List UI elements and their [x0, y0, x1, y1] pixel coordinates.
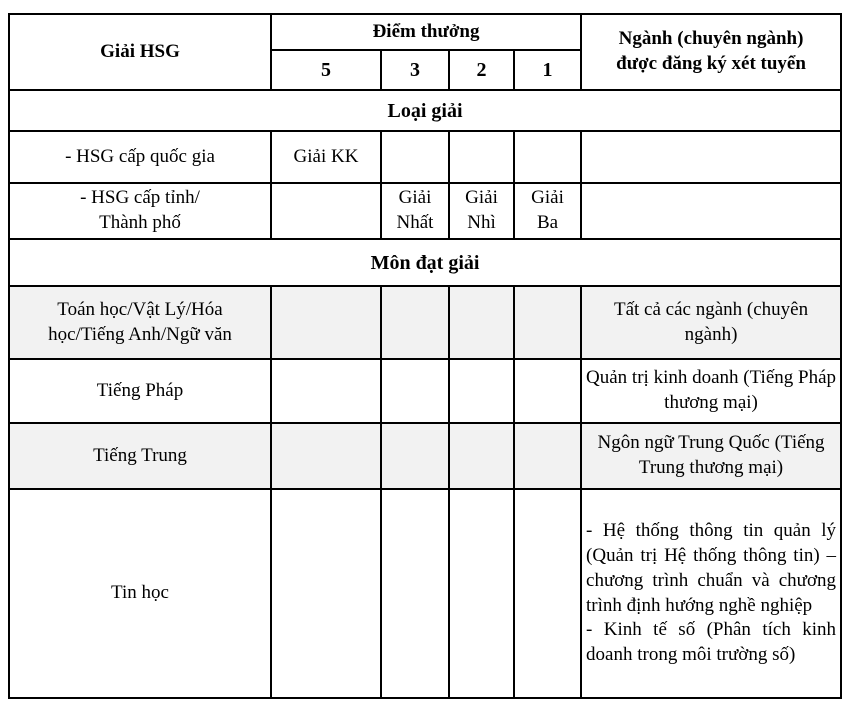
cell-math-p2 — [448, 285, 515, 360]
cell-national-p3 — [380, 130, 450, 184]
header-cell-points-group: Điểm thưởng — [269, 13, 583, 51]
cell-province-p3: Giải Nhất — [380, 182, 450, 240]
header-cell-award: Giải HSG — [8, 13, 272, 91]
row-label-chinese: Tiếng Trung — [8, 422, 272, 490]
cell-informatics-p1 — [512, 488, 583, 699]
informatics-major-item-2: - Kinh tế số (Phân tích kinh doanh trong… — [586, 619, 837, 665]
header-cell-major: Ngành (chuyên ngành) được đăng ký xét tu… — [580, 13, 843, 91]
points-header-3: 3 — [380, 49, 450, 91]
table-row-chinese: Tiếng Trung Ngôn ngữ Trung Quốc (Tiếng T… — [8, 422, 843, 490]
row-label-national-hsg: - HSG cấp quốc gia — [8, 130, 272, 184]
section-row-award-type: Loại giải — [7, 89, 843, 132]
section-row-subject: Môn đạt giải — [7, 238, 843, 287]
cell-french-p2 — [448, 358, 515, 424]
cell-informatics-major: - Hệ thống thông tin quản lý (Quản trị H… — [580, 488, 843, 699]
section-title-award-type: Loại giải — [7, 89, 843, 132]
cell-math-p1 — [512, 285, 583, 360]
cell-province-p1: Giải Ba — [512, 182, 583, 240]
points-header-1: 1 — [512, 49, 583, 91]
cell-national-major — [580, 130, 843, 184]
cell-chinese-p5 — [270, 422, 382, 490]
cell-national-p5: Giải KK — [270, 130, 382, 184]
cell-national-p2 — [448, 130, 515, 184]
informatics-major-item-1: - Hệ thống thông tin quản lý (Quản trị H… — [586, 520, 837, 616]
section-title-subject: Môn đạt giải — [7, 238, 843, 287]
hsg-award-points-table: Giải HSG Điểm thưởng Ngành (chuyên ngành… — [7, 13, 843, 699]
cell-math-major: Tất cả các ngành (chuyên ngành) — [580, 285, 843, 360]
cell-french-p1 — [512, 358, 583, 424]
cell-french-p3 — [380, 358, 450, 424]
cell-informatics-p3 — [380, 488, 450, 699]
row-label-math-group: Toán học/Vật Lý/Hóa học/Tiếng Anh/Ngữ vă… — [8, 285, 272, 360]
cell-french-major: Quản trị kinh doanh (Tiếng Pháp thương m… — [580, 358, 843, 424]
cell-chinese-major: Ngôn ngữ Trung Quốc (Tiếng Trung thương … — [580, 422, 843, 490]
cell-chinese-p2 — [448, 422, 515, 490]
cell-informatics-p2 — [448, 488, 515, 699]
row-label-french: Tiếng Pháp — [8, 358, 272, 424]
table-row-math-group: Toán học/Vật Lý/Hóa học/Tiếng Anh/Ngữ vă… — [8, 285, 843, 360]
table-row-province-hsg: - HSG cấp tỉnh/ Thành phố Giải Nhất Giải… — [8, 182, 843, 240]
cell-province-major — [580, 182, 843, 240]
cell-informatics-p5 — [270, 488, 382, 699]
cell-national-p1 — [512, 130, 583, 184]
cell-french-p5 — [270, 358, 382, 424]
cell-province-p5 — [270, 182, 382, 240]
header-row-top: Giải HSG Điểm thưởng Ngành (chuyên ngành… — [8, 13, 843, 91]
cell-math-p5 — [270, 285, 382, 360]
row-label-informatics: Tin học — [8, 488, 272, 699]
row-label-province-hsg: - HSG cấp tỉnh/ Thành phố — [8, 182, 272, 240]
cell-chinese-p1 — [512, 422, 583, 490]
cell-math-p3 — [380, 285, 450, 360]
header-row-points: 5 3 2 1 — [9, 49, 841, 91]
table-row-french: Tiếng Pháp Quản trị kinh doanh (Tiếng Ph… — [8, 358, 843, 424]
table-row-national-hsg: - HSG cấp quốc gia Giải KK — [8, 130, 843, 184]
points-header-2: 2 — [448, 49, 515, 91]
cell-chinese-p3 — [380, 422, 450, 490]
points-header-5: 5 — [270, 49, 382, 91]
table-row-informatics: Tin học - Hệ thống thông tin quản lý (Qu… — [8, 488, 843, 699]
cell-province-p2: Giải Nhì — [448, 182, 515, 240]
